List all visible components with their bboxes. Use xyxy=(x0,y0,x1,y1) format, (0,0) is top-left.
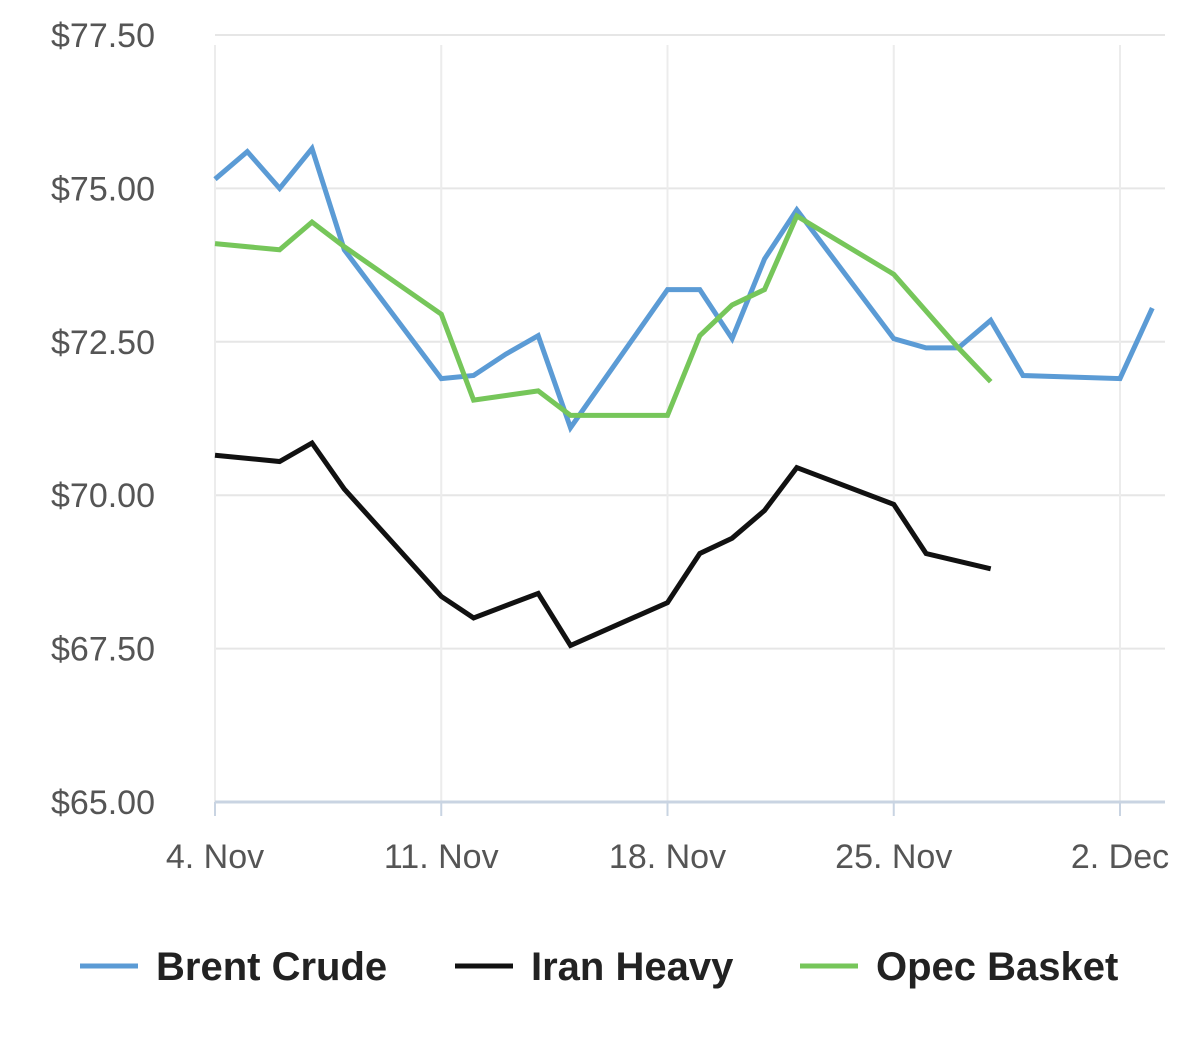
grid-layer xyxy=(214,34,1165,802)
legend: Brent Crude Iran Heavy Opec Basket xyxy=(80,945,1118,989)
legend-item-brent-crude[interactable]: Brent Crude xyxy=(80,945,387,989)
x-tick-label: 2. Dec xyxy=(1071,838,1169,876)
x-tick-label: 25. Nov xyxy=(835,838,952,876)
legend-label: Opec Basket xyxy=(876,945,1118,989)
legend-item-opec-basket[interactable]: Opec Basket xyxy=(800,945,1118,989)
x-tick-label: 18. Nov xyxy=(609,838,726,876)
y-tick-label: $77.50 xyxy=(51,17,155,55)
y-tick-label: $70.00 xyxy=(51,477,155,515)
series-line-opec-basket xyxy=(214,212,993,418)
x-tick-label: 4. Nov xyxy=(166,838,264,876)
series-line-iran-heavy xyxy=(214,439,992,649)
legend-label: Iran Heavy xyxy=(531,945,734,989)
series-line-brent-crude xyxy=(213,143,1155,434)
y-tick-label: $65.00 xyxy=(51,784,155,822)
legend-item-iran-heavy[interactable]: Iran Heavy xyxy=(455,945,734,989)
y-tick-label: $72.50 xyxy=(51,324,155,362)
x-tick-label: 11. Nov xyxy=(384,838,499,876)
y-tick-label: $67.50 xyxy=(51,631,155,669)
legend-label: Brent Crude xyxy=(156,945,387,989)
axis-layer: $77.50 $75.00 $72.50 $70.00 $67.50 $65.00 4. N… xyxy=(51,17,1169,876)
y-tick-label: $75.00 xyxy=(51,170,155,208)
series-layer xyxy=(213,143,1155,649)
